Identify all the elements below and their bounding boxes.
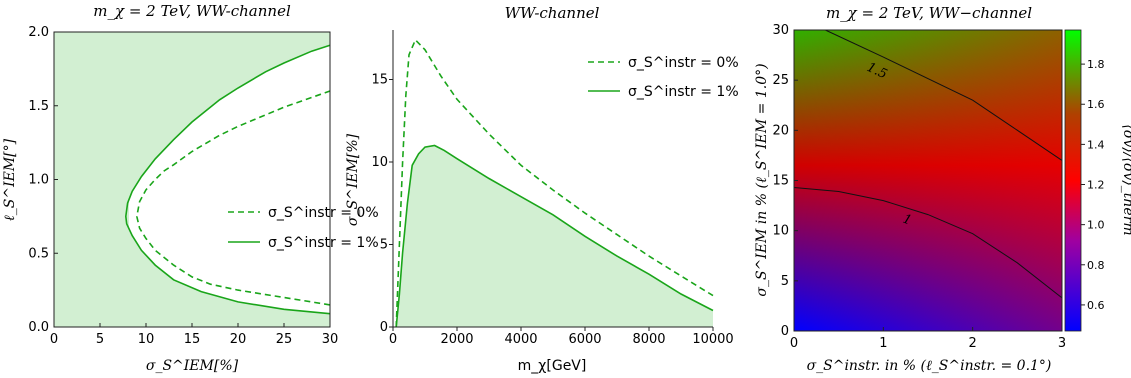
right-title: m_χ = 2 TeV, WW−channel [826,4,1032,22]
heatmap-contour-1 [793,187,1063,299]
right-xtick-label-1: 1 [879,336,887,351]
middle-excluded-region [396,145,713,327]
left-panel: m_χ = 2 TeV, WW-channel 0 5 10 15 20 25 300.00… [2,2,379,374]
middle-ylabel: σ_S^IEM[%] [345,133,361,226]
right-xtick-label-2: 2 [969,336,977,351]
colorbar-label: ⟨σv⟩/⟨σv⟩_therm [1120,124,1131,235]
middle-xtick-label-4: 8000 [632,332,665,347]
left-ytick-label-3: 1.5 [28,99,49,114]
right-xtick-label-0: 0 [790,336,798,351]
middle-line-instr-1 [395,144,714,328]
middle-legend: σ_S^instr = 0% σ_S^instr = 1% [588,55,739,100]
right-xtick-label-3: 3 [1058,336,1066,351]
left-xtick-label-2: 10 [138,332,155,347]
left-xtick-label-5: 25 [276,332,293,347]
left-xtick-label-0: 0 [50,332,58,347]
middle-line-instr-0 [395,38,714,328]
right-xlabel: σ_S^instr. in % (ℓ_S^instr. = 0.1°) [807,358,1052,374]
right-ytick-label-2: 10 [772,224,789,239]
left-ytick-label-4: 2.0 [28,25,49,40]
left-ytick-label-1: 0.5 [28,246,49,261]
left-line-instr-1 [124,44,331,315]
right-ytick-label-4: 20 [772,123,789,138]
left-title: m_χ = 2 TeV, WW-channel [93,2,291,20]
right-ytick-label-3: 15 [772,174,789,189]
left-ytick-label-0: 0.0 [28,320,49,335]
left-legend: σ_S^instr = 0% σ_S^instr = 1% [228,205,379,251]
middle-xtick-label-0: 0 [389,332,397,347]
middle-xtick-label-2: 4000 [504,332,537,347]
right-panel: m_χ = 2 TeV, WW−channel 1.5 1 0 1 2 3051015… [754,4,1131,374]
middle-xtick-label-1: 2000 [440,332,473,347]
left-excluded-region [54,32,330,327]
right-ylabel: σ_S^IEM in % (ℓ_S^IEM = 1.0°) [754,63,770,296]
middle-xlabel: m_χ[GeV] [518,358,587,374]
left-xtick-label-1: 5 [96,332,104,347]
middle-panel: WW-channel 0 2000 4000 6000 8000 10000051015 … [345,4,739,374]
colorbar-tick-label-2: 1.0 [1087,219,1105,232]
middle-ytick-label-1: 5 [380,238,388,253]
left-legend-1: σ_S^instr = 1% [268,235,379,251]
left-axis-ticks: 0 5 10 15 20 25 30 0.0 0.5 1.0 1.5 2.0 [28,25,338,347]
left-ylabel: ℓ_S^IEM[°] [2,138,18,221]
middle-ytick-label-3: 15 [371,73,388,88]
colorbar-tick-label-4: 1.4 [1087,138,1105,151]
middle-axis-ticks: 0 2000 4000 6000 8000 10000 0 5 10 15 [371,73,733,348]
left-xtick-label-3: 15 [184,332,201,347]
middle-ytick-label-0: 0 [380,320,388,335]
heatmap-contour-1-5 [825,29,1063,161]
colorbar-tick-label-1: 0.8 [1087,259,1105,272]
left-xlabel: σ_S^IEM[%] [146,358,239,374]
right-ytick-label-0: 0 [781,324,789,339]
left-xtick-label-4: 20 [230,332,247,347]
left-legend-0: σ_S^instr = 0% [268,205,379,221]
right-ytick-label-6: 30 [772,23,789,38]
left-line-instr-0 [135,90,331,306]
colorbar-tick-label-0: 0.6 [1087,299,1105,312]
heatmap-overlay [794,30,1062,331]
right-ytick-label-5: 25 [772,73,789,88]
colorbar [1064,29,1082,332]
middle-ytick-label-2: 10 [371,155,388,170]
middle-xtick-label-5: 10000 [692,332,733,347]
colorbar-ticks: 0.6 0.8 1.0 1.2 1.4 1.6 1.8 [1081,58,1105,312]
right-ytick-label-1: 5 [781,274,789,289]
middle-xtick-label-3: 6000 [568,332,601,347]
colorbar-tick-label-5: 1.6 [1087,98,1105,111]
middle-legend-1: σ_S^instr = 1% [628,84,739,100]
middle-legend-0: σ_S^instr = 0% [628,55,739,71]
left-xtick-label-6: 30 [322,332,339,347]
left-ytick-label-2: 1.0 [28,173,49,188]
colorbar-tick-label-3: 1.2 [1087,179,1105,192]
colorbar-tick-label-6: 1.8 [1087,58,1105,71]
middle-title: WW-channel [505,4,600,22]
